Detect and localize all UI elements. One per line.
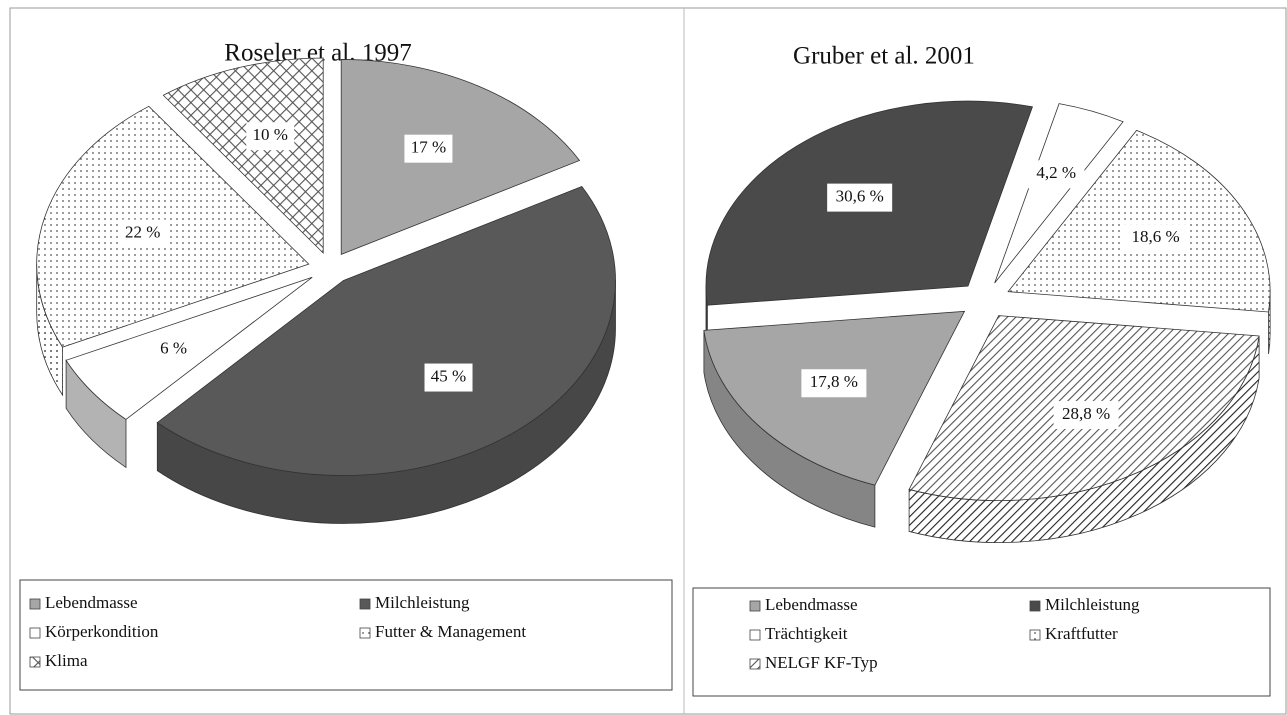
value-label-box [827, 183, 893, 212]
value-label-box [153, 335, 194, 364]
value-label: 28,8 % [1062, 404, 1110, 423]
legend-label: Milchleistung [1045, 595, 1140, 614]
legend-swatch [29, 598, 41, 610]
legend-swatch [749, 600, 761, 612]
slice [340, 59, 581, 256]
legend-swatch [1029, 629, 1041, 641]
value-label: 45 % [431, 366, 466, 385]
legend-swatch [1029, 600, 1041, 612]
legend-swatch [359, 627, 371, 639]
legend-label: Klima [45, 651, 88, 670]
slice [36, 105, 310, 348]
legend-label: Lebendmasse [765, 595, 858, 614]
legend-swatch [29, 627, 41, 639]
legend-label: Trächtigkeit [765, 624, 848, 643]
slice [994, 103, 1124, 284]
frame [9, 7, 1287, 715]
legend-label: Lebendmasse [45, 593, 138, 612]
chart-title: Gruber et al. 2001 [793, 43, 975, 70]
value-label-box [246, 122, 295, 151]
value-label: 17,8 % [810, 372, 858, 391]
value-label-box [118, 219, 167, 248]
slice [703, 310, 966, 486]
value-label: 18,6 % [1131, 227, 1179, 246]
value-label-box [801, 369, 867, 398]
value-label: 17 % [411, 138, 446, 157]
plot: 17 % 45 % 6 % 22 % 10 % Lebendmasse Milchleist… [29, 57, 1271, 672]
value-label: 22 % [125, 222, 160, 241]
value-label-box [1027, 160, 1085, 189]
legend-label: Milchleistung [375, 593, 470, 612]
value-label-box [404, 134, 453, 163]
value-label: 6 % [160, 338, 187, 357]
value-label-box [1123, 224, 1189, 253]
legend-box [692, 587, 1271, 697]
legend-label: Körperkondition [45, 622, 159, 641]
slice [162, 57, 324, 254]
legend-swatch [749, 658, 761, 670]
slice [1007, 129, 1271, 313]
slice [156, 186, 616, 476]
value-label-box [424, 363, 473, 392]
value-label: 4,2 % [1036, 163, 1076, 182]
legend-label: NELGF KF-Typ [765, 653, 878, 672]
legend-swatch [749, 629, 761, 641]
value-label: 30,6 % [836, 187, 884, 206]
value-label: 10 % [253, 125, 288, 144]
value-label-box [1053, 400, 1119, 429]
legend-label: Futter & Management [375, 622, 526, 641]
legend-swatch [359, 598, 371, 610]
legend-swatch [29, 656, 41, 668]
legend-label: Kraftfutter [1045, 624, 1118, 643]
legend-box [19, 579, 673, 691]
